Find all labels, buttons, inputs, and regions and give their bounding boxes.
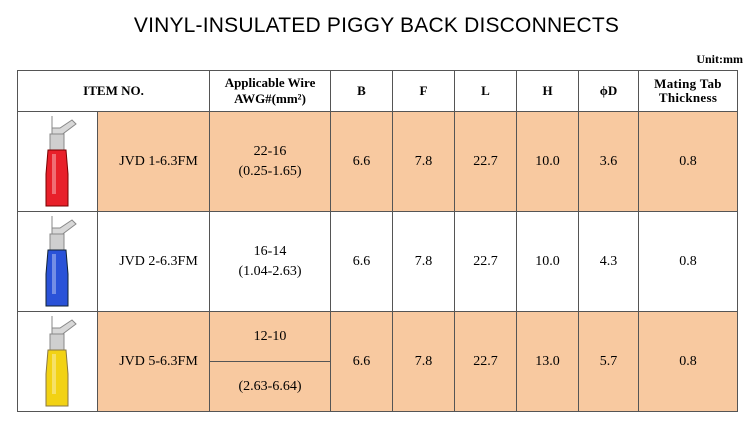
value-tab-thickness: 0.8	[638, 111, 739, 212]
value-tab-thickness: 0.8	[638, 211, 739, 312]
header-mating-tab-thickness: Mating Tab Thickness	[638, 70, 739, 112]
header-wire-line2: AWG#(mm²)	[234, 91, 306, 106]
header-item-no: ITEM NO.	[16, 70, 211, 112]
item-number: JVD 5-6.3FM	[96, 311, 211, 412]
wire-mm2: (1.04-2.63)	[238, 263, 302, 279]
unit-label: Unit:mm	[696, 52, 743, 66]
value-f: 7.8	[392, 111, 456, 212]
value-h: 10.0	[516, 111, 580, 212]
header-h: H	[516, 70, 580, 112]
header-wire-line1: Applicable Wire	[224, 75, 316, 90]
wire-mm2: (2.63-6.64)	[209, 361, 332, 412]
value-d: 5.7	[578, 311, 640, 412]
wire-awg: 16-14	[253, 243, 287, 259]
value-d: 3.6	[578, 111, 640, 212]
spec-table: ITEM NO. Applicable Wire AWG#(mm²) B F L…	[16, 70, 739, 412]
header-b: B	[330, 70, 394, 112]
blue-terminal-icon	[45, 215, 77, 306]
item-number: JVD 1-6.3FM	[96, 111, 211, 212]
header-l: L	[454, 70, 518, 112]
header-applicable-wire: Applicable Wire AWG#(mm²)	[209, 70, 332, 112]
value-l: 22.7	[454, 311, 518, 412]
value-d: 4.3	[578, 211, 640, 312]
applicable-wire: 22-16 (0.25-1.65)	[209, 111, 332, 212]
header-mating-line1: Mating Tab	[654, 76, 722, 91]
table-row: (2.63-6.64)	[18, 361, 738, 412]
page-title: VINYL-INSULATED PIGGY BACK DISCONNECTS	[133, 14, 620, 37]
wire-mm2: (0.25-1.65)	[238, 163, 302, 179]
table-row: JVD 1-6.3FM 22-16 (0.25-1.65) 6.6 7.8 22…	[17, 111, 739, 212]
value-l: 22.7	[454, 211, 518, 312]
table-row: JVD 2-6.3FM 16-14 (1.04-2.63) 6.6 7.8 22…	[17, 211, 739, 312]
value-l: 22.7	[454, 111, 518, 212]
product-image-cell	[17, 111, 98, 212]
value-h: 13.0	[516, 311, 580, 412]
header-f: F	[392, 70, 456, 112]
product-image-cell	[17, 211, 98, 312]
applicable-wire: 16-14 (1.04-2.63)	[209, 211, 332, 312]
header-d: ϕD	[578, 70, 640, 112]
red-terminal-icon	[45, 115, 77, 206]
table-row: JVD 5-6.3FM 12-10 6.6 7.8 22.7 13.0 5.7 …	[17, 311, 739, 412]
value-f: 7.8	[392, 311, 456, 412]
wire-awg: 22-16	[253, 143, 287, 159]
item-number: JVD 2-6.3FM	[96, 211, 211, 312]
product-image-cell	[17, 311, 98, 412]
value-b: 6.6	[330, 211, 394, 312]
value-b: 6.6	[330, 311, 394, 412]
header-row: ITEM NO. Applicable Wire AWG#(mm²) B F L…	[16, 70, 739, 112]
header-mating-line2: Thickness	[658, 90, 718, 105]
value-tab-thickness: 0.8	[638, 311, 739, 412]
value-f: 7.8	[392, 211, 456, 312]
wire-awg: 12-10	[209, 311, 332, 362]
value-h: 10.0	[516, 211, 580, 312]
value-b: 6.6	[330, 111, 394, 212]
yellow-terminal-icon	[45, 315, 77, 406]
